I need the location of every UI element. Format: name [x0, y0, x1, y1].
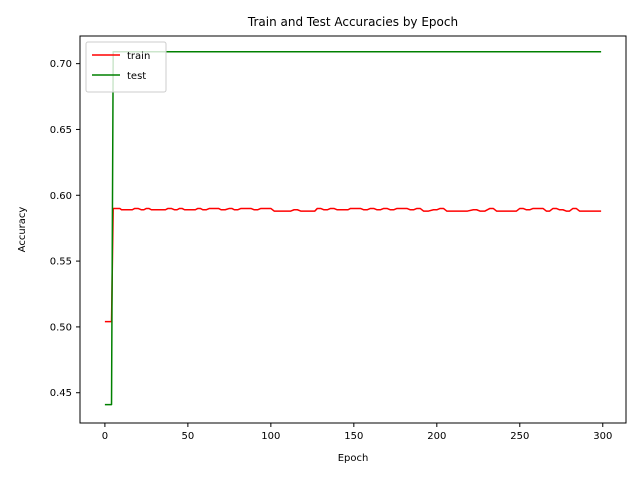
- y-tick-label: 0.60: [50, 191, 72, 202]
- y-axis: 0.45 0.50 0.55 0.60 0.65 0.70: [50, 59, 80, 399]
- x-tick-label: 250: [510, 431, 529, 442]
- legend-box: [85, 41, 167, 93]
- y-tick-label: 0.50: [50, 322, 72, 333]
- chart-title: Train and Test Accuracies by Epoch: [247, 15, 458, 29]
- y-tick-label: 0.70: [50, 59, 72, 70]
- series-line-test: [104, 51, 602, 406]
- x-axis-label: Epoch: [338, 453, 369, 464]
- x-tick-label: 300: [593, 431, 612, 442]
- y-axis-label: Accuracy: [17, 207, 28, 253]
- y-tick-label: 0.45: [50, 388, 72, 399]
- x-axis: 0 50 100 150 200 250 300: [102, 423, 612, 442]
- series-line-train: [104, 207, 602, 323]
- x-tick-label: 50: [182, 431, 195, 442]
- legend-label-test: test: [127, 71, 146, 82]
- x-tick-label: 100: [261, 431, 280, 442]
- x-tick-label: 0: [102, 431, 108, 442]
- x-tick-label: 200: [427, 431, 446, 442]
- legend-label-train: train: [127, 51, 150, 62]
- y-tick-label: 0.55: [50, 257, 72, 268]
- series-layer: [104, 51, 602, 406]
- legend: train test: [85, 41, 167, 93]
- y-tick-label: 0.65: [50, 125, 72, 136]
- plot-frame: [79, 35, 627, 424]
- x-tick-label: 150: [344, 431, 363, 442]
